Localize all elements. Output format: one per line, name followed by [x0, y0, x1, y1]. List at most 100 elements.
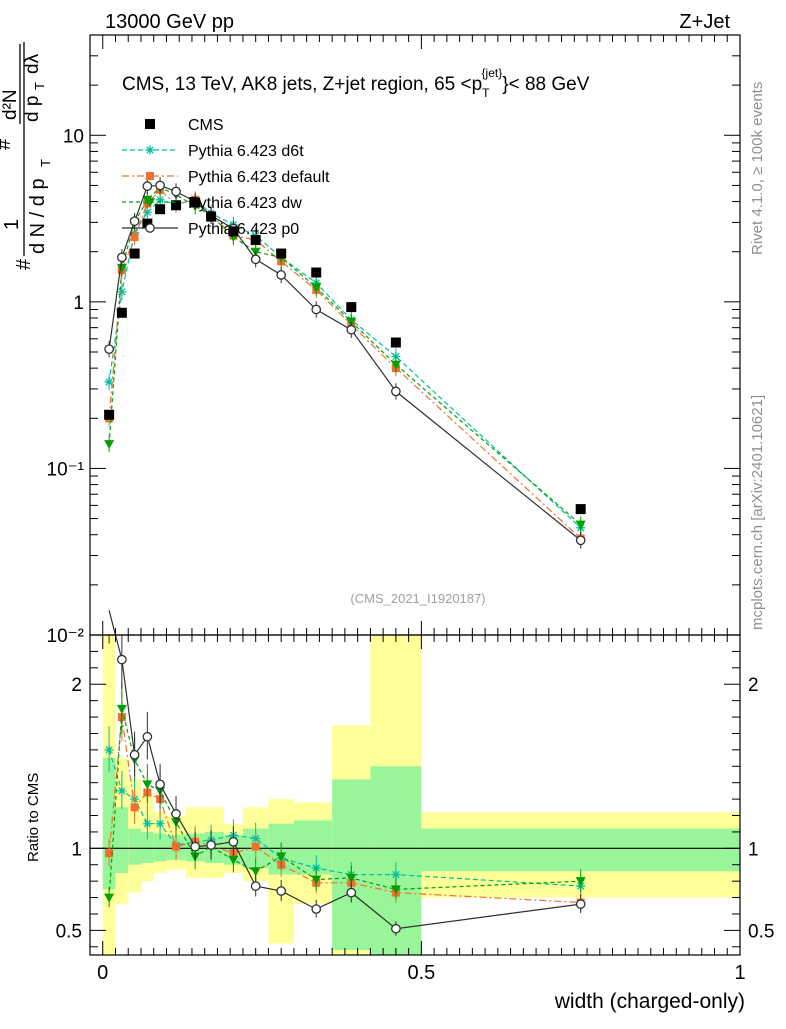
main-point-4-1	[117, 252, 127, 263]
ratio-point-3-1	[117, 654, 127, 665]
ratio-point-3-5	[171, 809, 181, 819]
main-point-4-13	[391, 386, 401, 397]
main-point-4-2	[129, 216, 140, 227]
legend-item-3: Pythia 6.423 dw	[122, 195, 302, 212]
ratio-point-1-2	[130, 803, 139, 812]
band-green-14	[421, 828, 740, 872]
ratio-frame	[89, 634, 741, 956]
ratio-series-layer	[104, 610, 586, 936]
ratio-point-3-10	[276, 886, 287, 896]
ratio-point-0-13	[391, 870, 401, 880]
ylabel-t1: T	[38, 159, 53, 167]
ylabel-hash2: #	[0, 138, 15, 150]
band-green-0	[102, 758, 116, 890]
main-line-2	[108, 189, 582, 539]
legend-label-0: CMS	[188, 117, 224, 134]
main-title: CMS, 13 TeV, AK8 jets, Z+jet region, 65 …	[122, 66, 590, 100]
ratio-point-3-8	[228, 836, 239, 847]
main-point-0-11	[311, 267, 322, 278]
legend-label-2: Pythia 6.423 default	[188, 169, 330, 186]
band-green-2	[128, 828, 141, 865]
ratio-ylabel: Ratio to CMS	[25, 773, 42, 862]
title-pre: CMS, 13 TeV, AK8 jets, Z+jet region, 65 …	[122, 74, 482, 95]
legend-marker-1	[145, 145, 155, 155]
main-point-0-4	[155, 204, 166, 215]
main-point-0-3	[142, 218, 153, 229]
legend-label-3: Pythia 6.423 dw	[188, 195, 302, 212]
ratio-point-2-10	[276, 852, 287, 862]
ylabel-d2n: d²N	[0, 89, 21, 120]
main-point-0-7	[206, 211, 217, 222]
ratio-point-2-11	[311, 875, 322, 885]
analysis-watermark: (CMS_2021_I1920187)	[350, 591, 485, 606]
ratio-point-3-3	[142, 731, 153, 742]
series-pythia-6-423-p0	[104, 177, 586, 549]
legend-label-1: Pythia 6.423 d6t	[188, 143, 304, 160]
ratio-point-3-14	[575, 899, 586, 909]
header-right: Z+Jet	[679, 11, 730, 33]
main-point-1-3	[142, 207, 152, 217]
main-point-4-9	[250, 254, 261, 265]
ylabel-dn: d N / d p	[27, 178, 49, 254]
main-point-0-2	[129, 248, 140, 259]
x-axis-title: width (charged-only)	[554, 990, 745, 1013]
header-left: 13000 GeV pp	[105, 11, 234, 33]
ylabel-one: 1	[1, 219, 23, 230]
mcplots-label: mcplots.cern.ch [arXiv:2401.10621]	[749, 395, 766, 630]
legend-marker-4	[145, 223, 155, 233]
main-point-1-1	[117, 287, 127, 297]
ratio-point-2-0	[104, 893, 115, 903]
main-point-4-0	[104, 344, 114, 355]
main-point-0-9	[250, 235, 261, 246]
ratio-point-0-0	[104, 745, 114, 755]
ratio-point-3-12	[346, 887, 357, 898]
band-green-11	[293, 820, 333, 875]
main-point-0-14	[575, 504, 586, 515]
x-tick-label-2: 1	[734, 962, 745, 984]
main-point-0-1	[116, 307, 127, 318]
main-point-3-0	[104, 440, 115, 450]
ratio-point-2-3	[142, 780, 153, 790]
ylabel-dlambda: dλ	[22, 53, 43, 74]
x-tick-label-0: 0	[97, 962, 108, 984]
main-point-0-6	[190, 197, 201, 208]
ratio-y-tick-left-1: 1	[71, 839, 82, 860]
main-line-1	[108, 199, 582, 529]
y-tick-label-3: 10	[63, 126, 84, 147]
band-green-1	[115, 807, 129, 873]
legend-label-4: Pythia 6.423 p0	[188, 221, 299, 238]
ratio-y-tick-left-2: 2	[71, 675, 82, 696]
main-line-4	[108, 184, 582, 541]
ratio-y-tick-right-0: 0.5	[748, 921, 774, 942]
ratio-point-3-7	[206, 840, 216, 850]
main-point-0-12	[346, 302, 357, 313]
main-series-layer	[104, 177, 586, 549]
ratio-point-0-3	[142, 819, 152, 829]
main-point-3-14	[575, 520, 586, 530]
ratio-uncertainty-bands	[90, 635, 740, 955]
title-sup: {jet}	[482, 66, 503, 80]
main-point-0-13	[390, 337, 401, 348]
legend-marker-2	[146, 172, 154, 180]
legend-item-2: Pythia 6.423 default	[122, 169, 330, 186]
main-point-0-10	[276, 248, 287, 259]
main-point-4-3	[142, 181, 153, 192]
ylabel-t2: T	[32, 82, 47, 90]
series-pythia-6-423-default	[105, 181, 585, 547]
legend-item-0: CMS	[145, 117, 224, 134]
ratio-point-3-13	[391, 923, 401, 934]
rivet-version-label: Rivet 4.1.0, ≥ 100k events	[749, 82, 766, 255]
main-point-4-12	[346, 324, 357, 335]
ratio-point-3-4	[155, 779, 165, 790]
legend-marker-3	[145, 198, 155, 207]
main-point-4-4	[155, 180, 165, 191]
ratio-y-tick-left-0: 0.5	[56, 921, 82, 942]
main-point-4-5	[171, 186, 181, 197]
main-point-3-1	[116, 263, 127, 273]
ratio-point-0-4	[155, 819, 165, 829]
band-green-4	[153, 833, 167, 862]
main-line-3	[108, 186, 582, 526]
series-cms	[104, 197, 586, 515]
